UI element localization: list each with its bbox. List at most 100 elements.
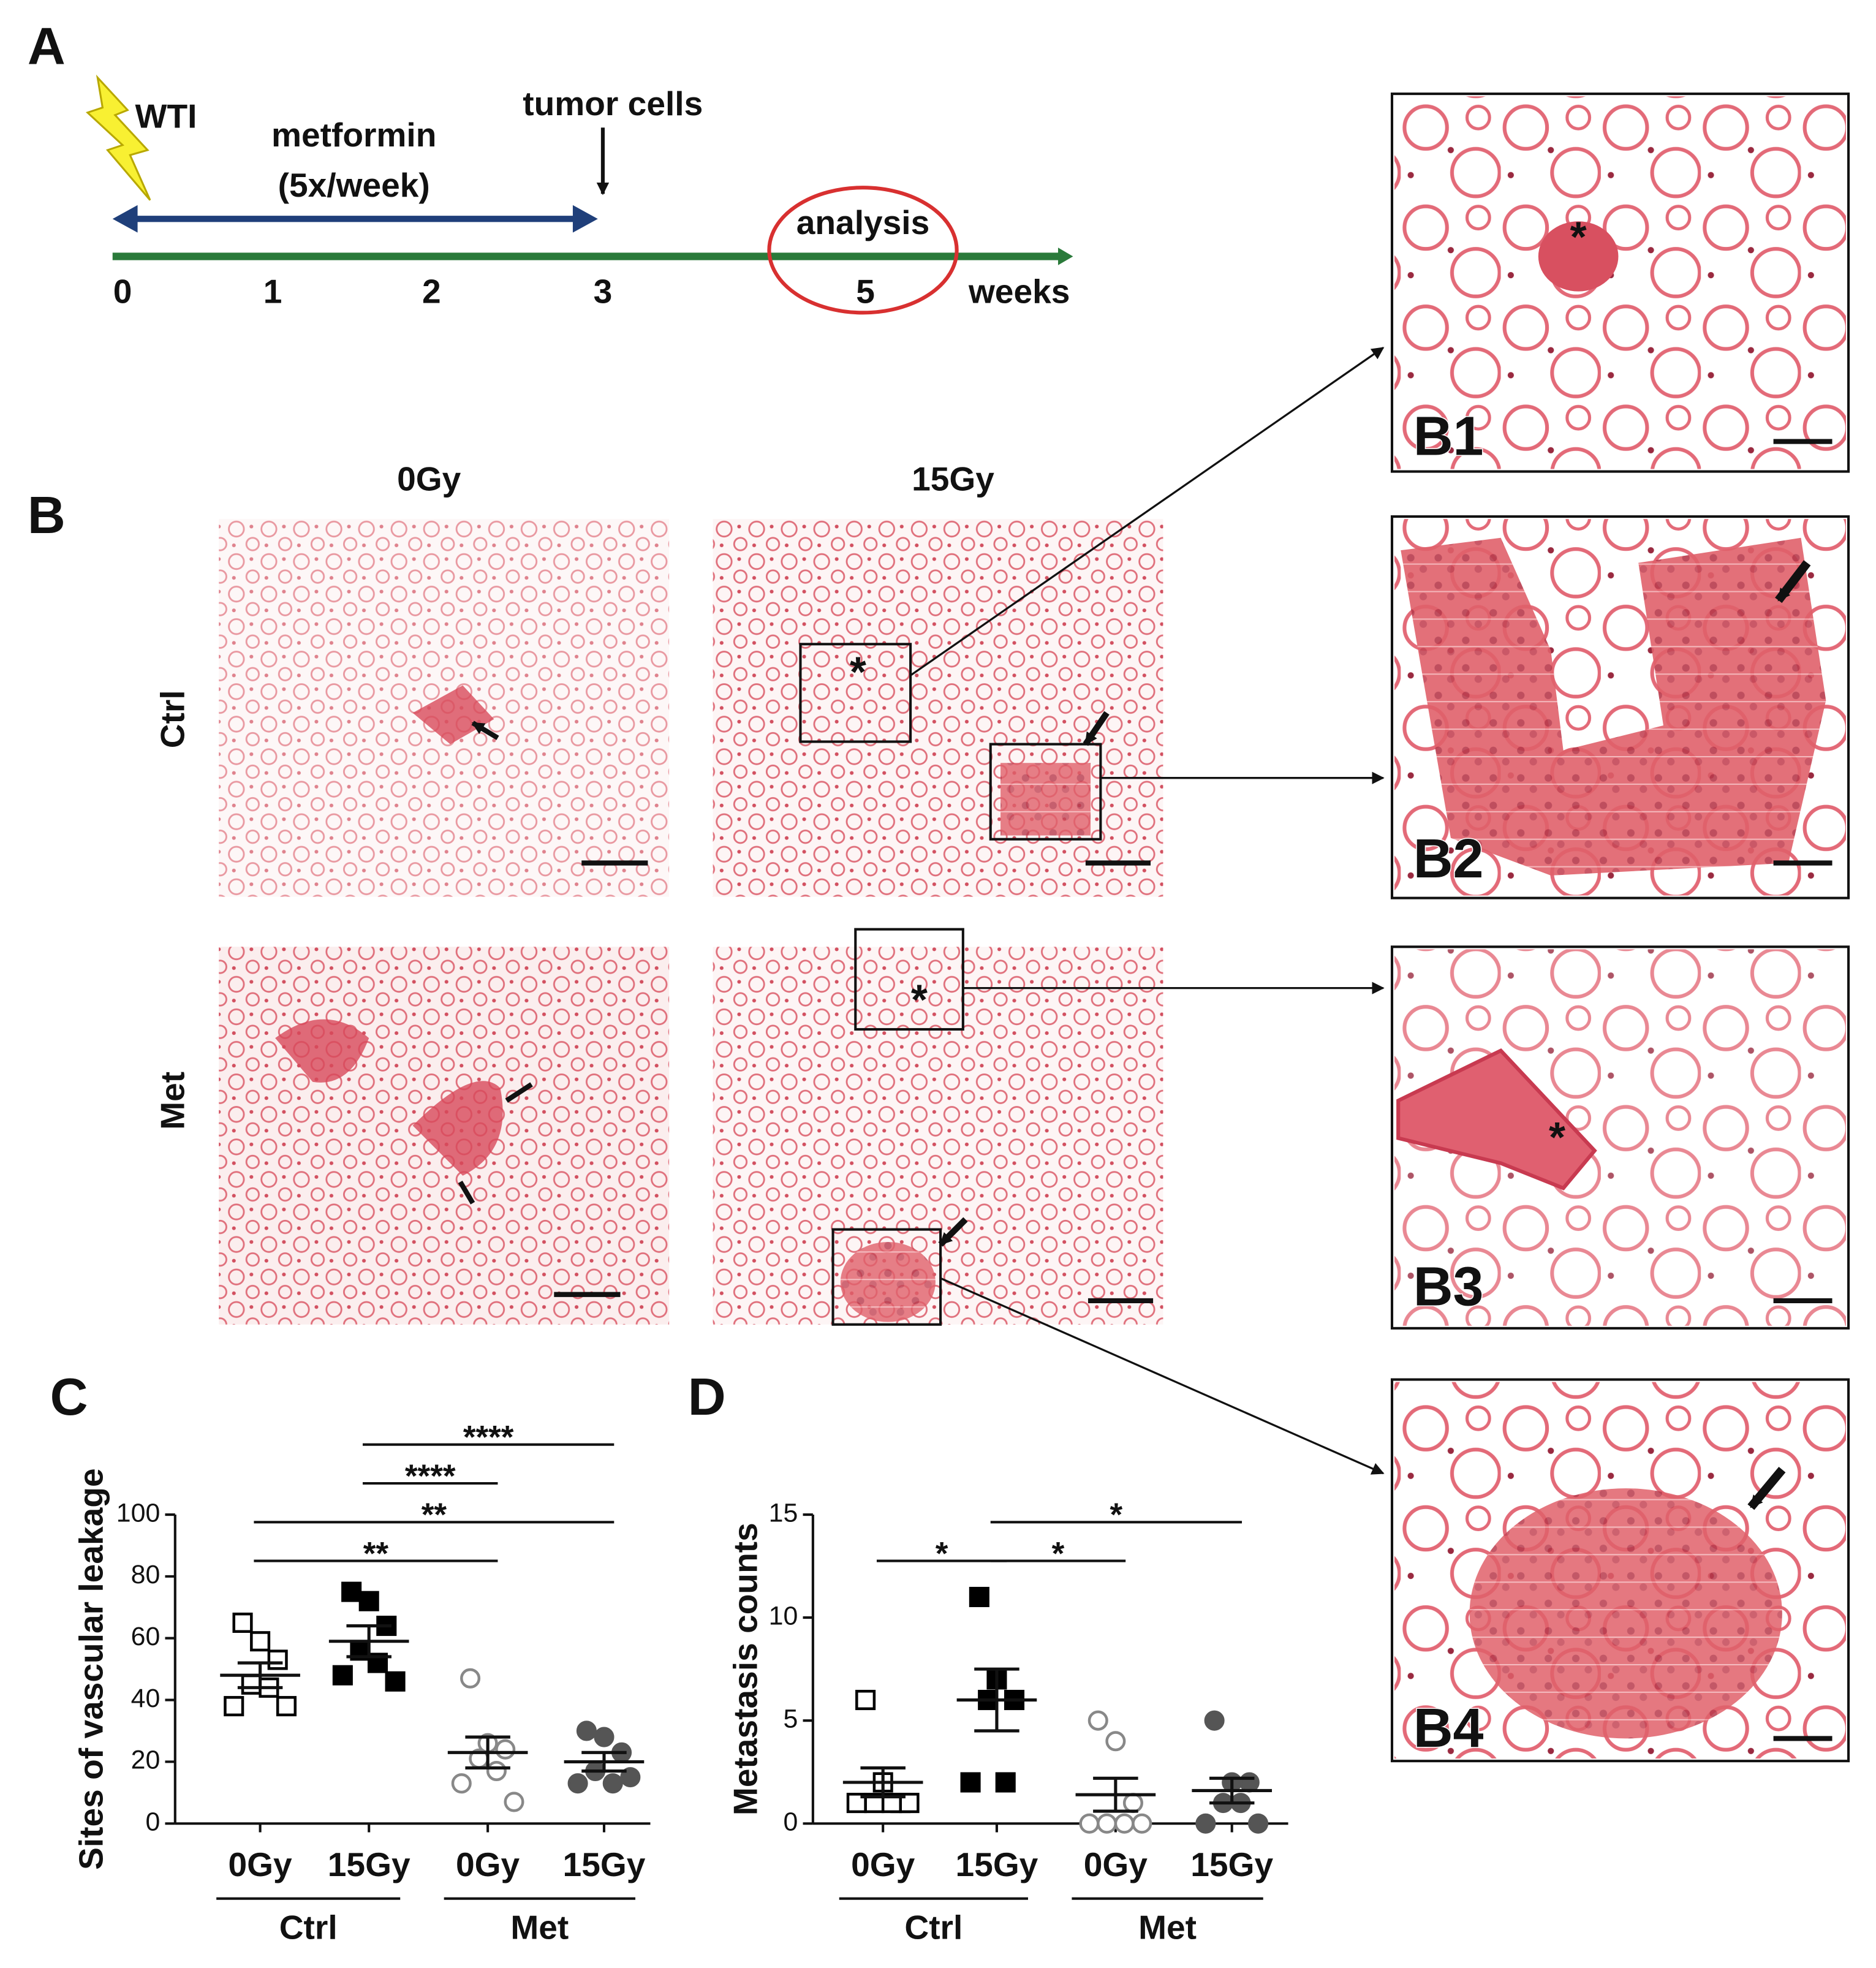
data-point <box>1195 1813 1216 1834</box>
data-point <box>1079 1813 1100 1834</box>
significance-label: ** <box>363 1535 389 1572</box>
data-point <box>620 1767 641 1788</box>
significance-label: * <box>936 1535 948 1572</box>
data-point <box>504 1792 524 1812</box>
error-bar <box>465 1735 510 1770</box>
y-tick-label: 20 <box>131 1746 161 1775</box>
data-point <box>1132 1813 1152 1834</box>
error-bar <box>974 1667 1019 1733</box>
x-tick-label: 0Gy <box>1084 1845 1148 1883</box>
micrograph <box>219 947 670 1325</box>
timeline-head <box>1057 248 1073 265</box>
y-axis-label: Metastasis counts <box>726 1523 764 1815</box>
data-point <box>1248 1813 1269 1834</box>
data-point <box>1105 1731 1126 1752</box>
panel-letter: D <box>688 1368 726 1426</box>
y-tick-label: 0 <box>145 1807 160 1837</box>
group-label: Ctrl <box>904 1908 963 1946</box>
y-tick-label: 5 <box>784 1704 798 1733</box>
data-point <box>1114 1813 1135 1834</box>
micrograph <box>713 928 1163 1326</box>
panel-letter: C <box>50 1368 88 1426</box>
data-point <box>224 1696 244 1717</box>
timeline-tick-label: 1 <box>263 272 282 310</box>
data-point <box>341 1581 362 1602</box>
data-point <box>855 1690 876 1711</box>
data-point <box>276 1696 297 1717</box>
data-point <box>969 1586 989 1608</box>
row-label: Met <box>153 1072 191 1130</box>
timeline-tick-label: 2 <box>422 272 441 310</box>
x-tick-label: 15Gy <box>956 1845 1038 1883</box>
error-bar <box>581 1750 627 1773</box>
significance-label: **** <box>463 1420 514 1456</box>
data-point <box>1204 1710 1225 1731</box>
data-point <box>576 1720 597 1741</box>
y-axis-label: Sites of vascular leakage <box>72 1468 110 1870</box>
data-point <box>495 1739 516 1760</box>
panel-letter: A <box>28 17 66 75</box>
row-label: Ctrl <box>153 690 191 748</box>
column-label: 0Gy <box>397 460 461 498</box>
y-tick-label: 40 <box>131 1684 161 1713</box>
data-point <box>1097 1813 1118 1834</box>
significance-label: * <box>1110 1497 1123 1533</box>
inset-image <box>1390 93 1850 473</box>
data-point <box>332 1665 353 1686</box>
data-point <box>594 1727 615 1747</box>
data-point <box>385 1671 406 1692</box>
inset-label: B2 <box>1413 828 1484 890</box>
error-bar <box>1093 1776 1138 1813</box>
connectors <box>910 347 1385 1475</box>
y-tick-label: 60 <box>131 1622 161 1651</box>
data-point <box>1122 1793 1143 1814</box>
data-point <box>358 1591 379 1611</box>
column-label: 15Gy <box>912 460 994 498</box>
data-point <box>1239 1772 1260 1793</box>
x-tick-label: 15Gy <box>563 1845 646 1883</box>
inset-label: B3 <box>1413 1256 1484 1317</box>
lesion-marker: * <box>1549 1113 1565 1161</box>
significance-label: **** <box>405 1458 456 1494</box>
data-point <box>1087 1710 1108 1731</box>
radiation-icon <box>85 74 151 201</box>
timeline-tick-label: 0 <box>113 272 132 310</box>
micrograph <box>219 519 670 897</box>
data-point <box>960 1772 981 1793</box>
micrograph <box>713 519 1163 897</box>
endpoint-label: analysis <box>796 203 930 241</box>
injection-label: tumor cells <box>523 85 703 123</box>
x-tick-label: 0Gy <box>229 1845 293 1883</box>
group-label: Met <box>1138 1908 1197 1946</box>
schedule-label: (5x/week) <box>278 166 430 204</box>
y-tick-label: 100 <box>116 1498 161 1527</box>
data-point <box>486 1760 507 1782</box>
error-bar <box>1209 1776 1255 1805</box>
y-tick-label: 15 <box>769 1498 798 1527</box>
x-tick-label: 0Gy <box>851 1845 915 1883</box>
data-point <box>995 1772 1016 1793</box>
data-point <box>267 1649 288 1670</box>
x-tick-label: 0Gy <box>456 1845 520 1883</box>
timeline-tick-label: 5 <box>856 272 875 310</box>
inset-image <box>1390 1378 1850 1763</box>
timeline-ticks: 0 1 2 3 5 <box>113 272 875 310</box>
y-tick-label: 0 <box>784 1807 798 1837</box>
timeline-tick-label: 3 <box>594 272 613 310</box>
error-bar <box>860 1766 906 1799</box>
x-tick-label: 15Gy <box>1190 1845 1273 1883</box>
treatment-label: metformin <box>271 116 436 154</box>
x-tick-label: 15Gy <box>328 1845 410 1883</box>
data-point <box>602 1773 623 1794</box>
group-label: Ctrl <box>279 1908 338 1946</box>
unit-label: weeks <box>968 272 1070 310</box>
group-label: Met <box>510 1908 569 1946</box>
inset-label: B1 <box>1413 406 1484 467</box>
data-point <box>567 1773 588 1794</box>
lesion-marker: * <box>1570 213 1587 260</box>
inset-image <box>1390 515 1850 899</box>
analysis-circle <box>767 186 959 315</box>
inset-image <box>1390 945 1850 1330</box>
